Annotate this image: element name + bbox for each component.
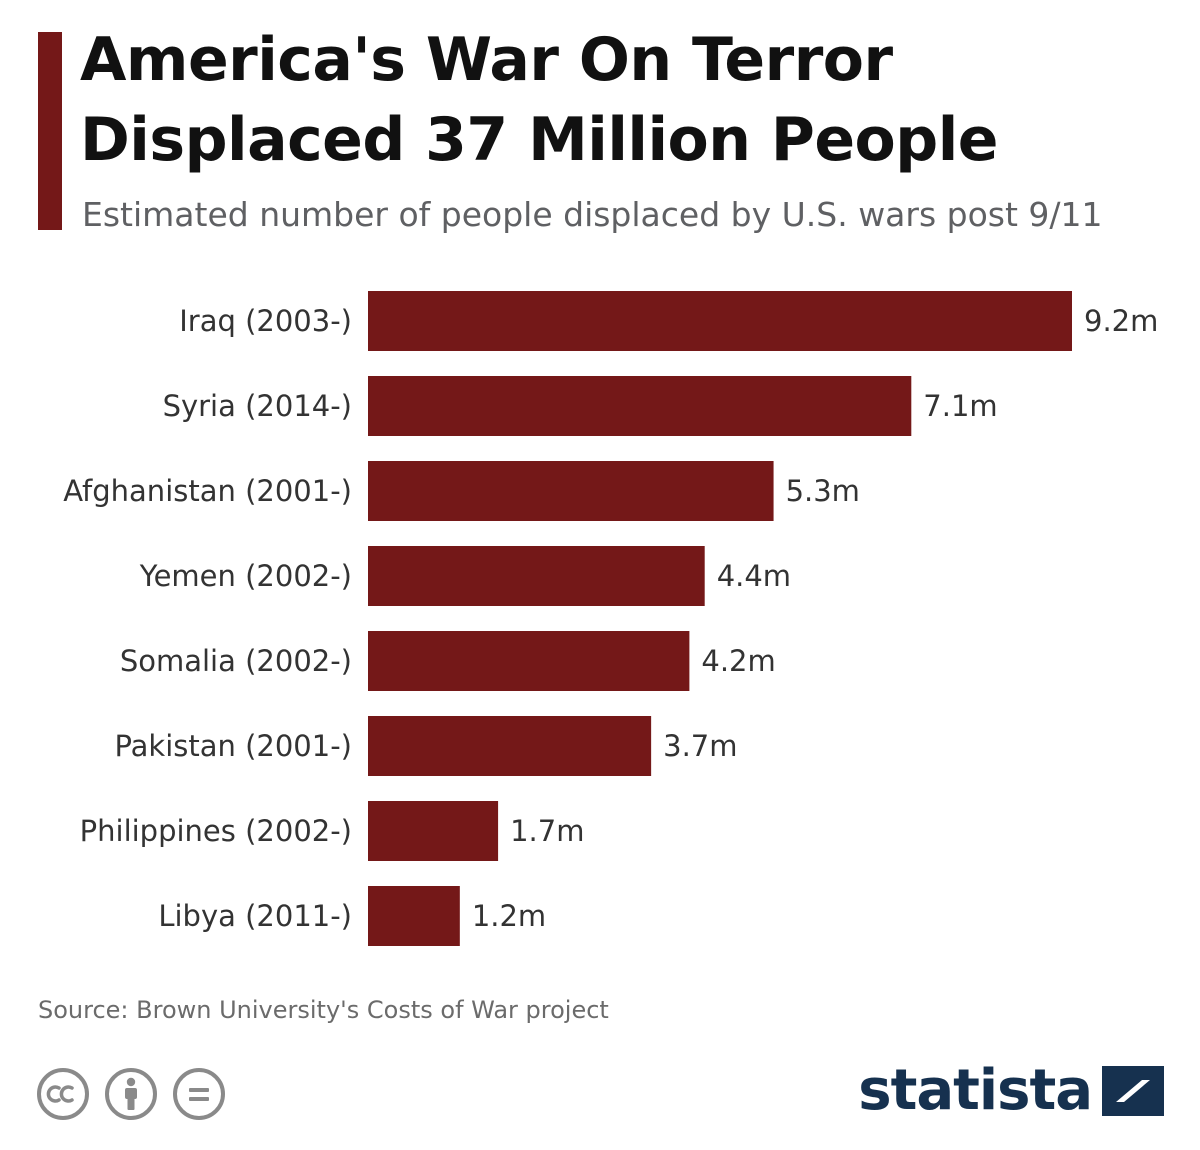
category-label-philippines-2002: Philippines (2002-) — [80, 814, 352, 848]
category-label-afghanistan-2001: Afghanistan (2001-) — [63, 474, 352, 508]
category-label-yemen-2002: Yemen (2002-) — [139, 559, 352, 593]
no-derivatives-icon[interactable] — [172, 1067, 226, 1121]
bar-chart: Iraq (2003-) 9.2m Syria (2014-) 7.1m Afghani… — [63, 291, 1158, 946]
bar-syria-2014 — [368, 376, 912, 436]
value-label-pakistan-2001: 3.7m — [663, 729, 737, 763]
statista-brand[interactable]: statista — [858, 1058, 1164, 1124]
value-label-philippines-2002: 1.7m — [510, 814, 584, 848]
creative-commons-icon[interactable] — [36, 1067, 90, 1121]
bar-afghanistan-2001 — [368, 461, 774, 521]
attribution-icon[interactable] — [104, 1067, 158, 1121]
bar-pakistan-2001 — [368, 716, 652, 776]
value-label-syria-2014: 7.1m — [923, 389, 997, 423]
value-label-afghanistan-2001: 5.3m — [786, 474, 860, 508]
bar-iraq-2003 — [368, 291, 1072, 351]
bar-libya-2011 — [368, 886, 460, 946]
bar-chart-rows: Iraq (2003-) 9.2m Syria (2014-) 7.1m Afghani… — [63, 291, 1158, 946]
value-label-somalia-2002: 4.2m — [701, 644, 775, 678]
source-note: Source: Brown University's Costs of War … — [38, 996, 609, 1024]
statista-wordmark: statista — [858, 1058, 1093, 1123]
category-label-syria-2014: Syria (2014-) — [163, 389, 352, 423]
bar-yemen-2002 — [368, 546, 705, 606]
value-label-yemen-2002: 4.4m — [717, 559, 791, 593]
title-accent-bar — [38, 32, 62, 230]
bar-philippines-2002 — [368, 801, 499, 861]
chart-title: America's War On Terror Displaced 37 Mil… — [80, 25, 998, 175]
category-label-libya-2011: Libya (2011-) — [158, 899, 352, 933]
license-icons — [36, 1067, 226, 1121]
statista-logo-icon — [1102, 1066, 1164, 1116]
bar-somalia-2002 — [368, 631, 690, 691]
chart-subtitle: Estimated number of people displaced by … — [82, 195, 1103, 234]
category-label-pakistan-2001: Pakistan (2001-) — [114, 729, 352, 763]
category-label-somalia-2002: Somalia (2002-) — [120, 644, 352, 678]
value-label-iraq-2003: 9.2m — [1084, 304, 1158, 338]
value-label-libya-2011: 1.2m — [472, 899, 546, 933]
category-label-iraq-2003: Iraq (2003-) — [179, 304, 352, 338]
